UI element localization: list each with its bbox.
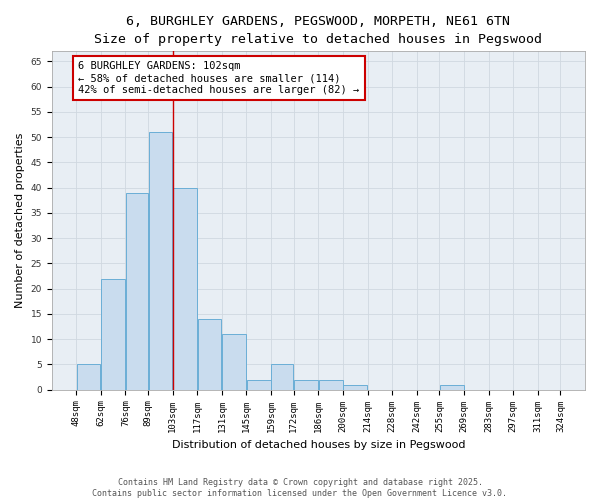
Text: Contains HM Land Registry data © Crown copyright and database right 2025.
Contai: Contains HM Land Registry data © Crown c… xyxy=(92,478,508,498)
Bar xyxy=(271,364,293,390)
Title: 6, BURGHLEY GARDENS, PEGSWOOD, MORPETH, NE61 6TN
Size of property relative to de: 6, BURGHLEY GARDENS, PEGSWOOD, MORPETH, … xyxy=(94,15,542,46)
Bar xyxy=(223,334,246,390)
Bar xyxy=(343,384,367,390)
X-axis label: Distribution of detached houses by size in Pegswood: Distribution of detached houses by size … xyxy=(172,440,465,450)
Bar xyxy=(319,380,343,390)
Bar xyxy=(149,132,172,390)
Bar xyxy=(101,278,125,390)
Bar xyxy=(77,364,100,390)
Bar xyxy=(294,380,318,390)
Bar xyxy=(440,384,464,390)
Y-axis label: Number of detached properties: Number of detached properties xyxy=(15,133,25,308)
Bar xyxy=(173,188,197,390)
Bar xyxy=(247,380,271,390)
Bar xyxy=(126,192,148,390)
Text: 6 BURGHLEY GARDENS: 102sqm
← 58% of detached houses are smaller (114)
42% of sem: 6 BURGHLEY GARDENS: 102sqm ← 58% of deta… xyxy=(78,62,359,94)
Bar xyxy=(198,319,221,390)
